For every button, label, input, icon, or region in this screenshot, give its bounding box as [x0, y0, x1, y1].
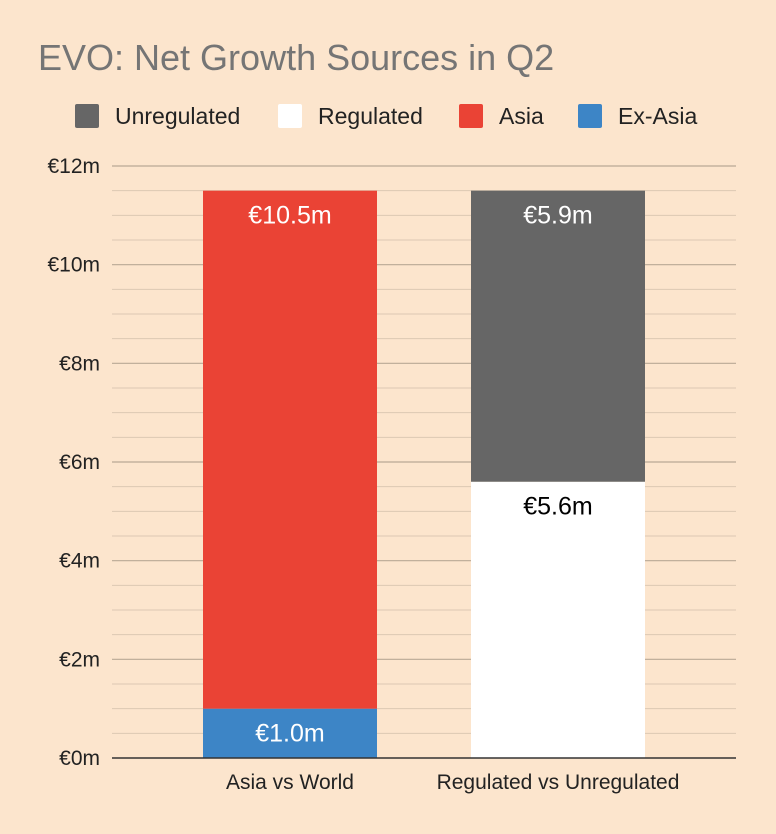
legend-label-unregulated: Unregulated — [115, 103, 240, 129]
data-label-regulated: €5.6m — [523, 493, 592, 521]
legend-label-regulated: Regulated — [318, 103, 423, 129]
legend-swatch-ex-asia — [578, 104, 602, 128]
y-tick-label: €12m — [47, 155, 100, 178]
y-tick-label: €0m — [59, 747, 100, 770]
data-label-ex-asia: €1.0m — [255, 720, 324, 748]
legend-swatch-regulated — [278, 104, 302, 128]
bar-segment-regulated — [471, 481, 645, 758]
y-tick-label: €4m — [59, 550, 100, 573]
data-label-unregulated: €5.9m — [523, 202, 592, 230]
y-tick-label: €10m — [47, 254, 100, 277]
bar-segment-asia — [203, 190, 377, 709]
bars: €1.0m €10.5m €5.6m €5.9m — [203, 190, 645, 758]
legend-label-ex-asia: Ex-Asia — [618, 103, 697, 129]
bar-segment-ex-asia — [203, 708, 377, 758]
y-tick-label: €8m — [59, 352, 100, 375]
y-tick-label: €2m — [59, 648, 100, 671]
x-category-label: Regulated vs Unregulated — [437, 771, 680, 794]
data-label-asia: €10.5m — [248, 202, 331, 230]
legend-label-asia: Asia — [499, 103, 544, 129]
bar-segment-unregulated — [471, 190, 645, 482]
y-axis: €0m €2m €4m €6m €8m €10m €12m — [47, 155, 100, 770]
chart-title: EVO: Net Growth Sources in Q2 — [38, 37, 554, 78]
y-tick-label: €6m — [59, 451, 100, 474]
legend-swatch-unregulated — [75, 104, 99, 128]
legend-swatch-asia — [459, 104, 483, 128]
x-axis: Asia vs World Regulated vs Unregulated — [112, 757, 736, 794]
legend: Unregulated Regulated Asia Ex-Asia — [75, 103, 697, 129]
x-category-label: Asia vs World — [226, 771, 354, 794]
